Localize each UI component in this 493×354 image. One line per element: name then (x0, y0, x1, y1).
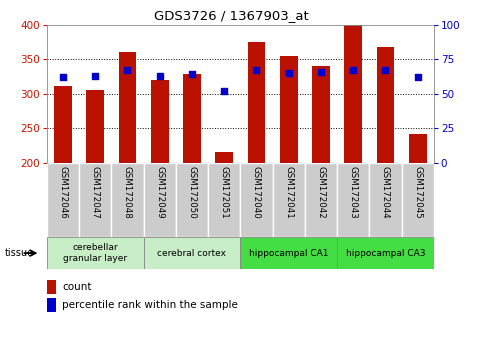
Point (188, 72, 196, 77)
Bar (241, 237, 337, 269)
Text: GSM172051: GSM172051 (220, 166, 229, 218)
Text: hippocampal CA1: hippocampal CA1 (249, 249, 328, 258)
Bar (241, 163, 273, 237)
Text: count: count (62, 282, 92, 292)
Bar (86, 90, 104, 163)
Bar (409, 134, 426, 163)
Bar (151, 80, 169, 163)
Point (317, 69, 325, 75)
Point (382, 68, 389, 73)
Point (414, 74, 422, 80)
Bar (208, 163, 241, 237)
Bar (183, 74, 201, 163)
Point (156, 73, 164, 79)
Text: GSM172048: GSM172048 (123, 166, 132, 218)
Text: GSM172042: GSM172042 (317, 166, 325, 218)
Point (285, 70, 293, 76)
Point (124, 68, 132, 73)
Bar (402, 163, 434, 237)
Text: GSM172050: GSM172050 (187, 166, 197, 218)
Bar (369, 163, 402, 237)
Bar (176, 163, 208, 237)
Bar (47, 237, 143, 269)
Bar (47, 163, 79, 237)
Text: tissue: tissue (5, 248, 34, 258)
Bar (337, 163, 369, 237)
Bar (54, 86, 72, 163)
Text: GSM172045: GSM172045 (413, 166, 422, 218)
Point (220, 88, 228, 94)
Text: GSM172041: GSM172041 (284, 166, 293, 218)
Text: GDS3726 / 1367903_at: GDS3726 / 1367903_at (154, 9, 309, 22)
Text: GSM172047: GSM172047 (91, 166, 100, 218)
Text: GSM172043: GSM172043 (349, 166, 358, 218)
Bar (337, 237, 434, 269)
Point (91, 73, 99, 79)
Bar (305, 163, 337, 237)
Bar (377, 47, 394, 163)
Point (349, 68, 357, 73)
Bar (280, 56, 298, 163)
Text: cerebellar
granular layer: cerebellar granular layer (63, 244, 127, 263)
Point (252, 68, 260, 73)
Text: GSM172049: GSM172049 (155, 166, 164, 218)
Bar (47, 280, 56, 293)
Bar (47, 298, 56, 312)
Text: GSM172044: GSM172044 (381, 166, 390, 218)
Bar (119, 52, 137, 163)
Bar (111, 163, 143, 237)
Bar (312, 66, 330, 163)
Text: cerebral cortex: cerebral cortex (157, 249, 226, 258)
Bar (143, 163, 176, 237)
Text: GSM172046: GSM172046 (59, 166, 68, 218)
Bar (273, 163, 305, 237)
Point (59, 74, 67, 80)
Bar (143, 237, 241, 269)
Text: hippocampal CA3: hippocampal CA3 (346, 249, 425, 258)
Bar (247, 42, 265, 163)
Text: percentile rank within the sample: percentile rank within the sample (62, 300, 238, 310)
Bar (79, 163, 111, 237)
Bar (215, 153, 233, 163)
Bar (344, 25, 362, 163)
Text: GSM172040: GSM172040 (252, 166, 261, 218)
